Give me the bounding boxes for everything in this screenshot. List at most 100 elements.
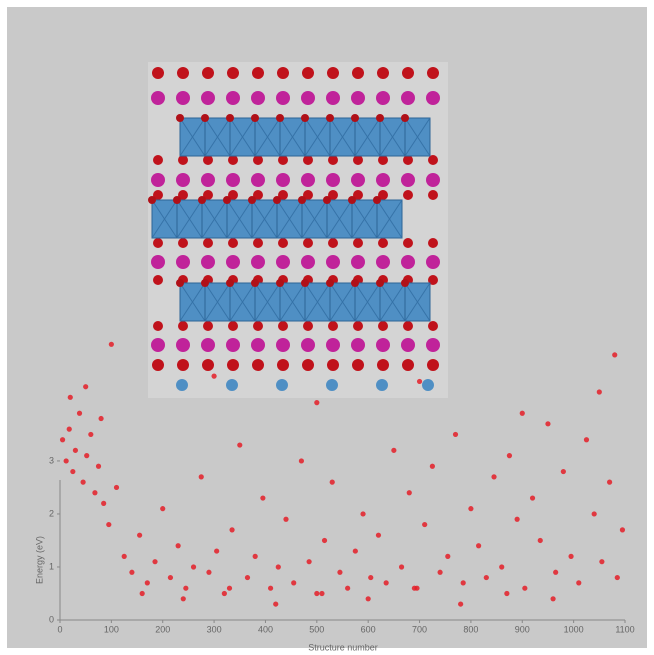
atom (376, 114, 384, 122)
atom (277, 359, 289, 371)
atom (352, 359, 364, 371)
x-tick-label: 800 (463, 624, 478, 634)
octahedron-edge (204, 117, 231, 157)
atom (303, 155, 313, 165)
point (365, 596, 371, 602)
x-axis-label: Structure number (308, 642, 378, 652)
octahedron-edge (329, 117, 356, 157)
atom (351, 114, 359, 122)
x-tick-label: 900 (515, 624, 530, 634)
atom (327, 67, 339, 79)
atom (226, 279, 234, 287)
crystal-structure (148, 62, 448, 398)
point (211, 373, 217, 379)
atom (226, 114, 234, 122)
atom (401, 91, 415, 105)
point (72, 447, 79, 453)
atom (373, 196, 381, 204)
octahedron-edge (279, 282, 306, 322)
atom (228, 190, 238, 200)
atom (401, 114, 409, 122)
atom (403, 238, 413, 248)
y-tick-label: 3 (49, 455, 54, 465)
octahedron-edge (276, 199, 303, 239)
atom (176, 91, 190, 105)
atom (153, 155, 163, 165)
atom (401, 279, 409, 287)
point (59, 437, 66, 443)
atom (248, 196, 256, 204)
atom (176, 255, 190, 269)
atom (251, 173, 265, 187)
octahedron-edge (351, 199, 378, 239)
atom (201, 91, 215, 105)
atom (203, 190, 213, 200)
atom (153, 321, 163, 331)
atom (351, 279, 359, 287)
atom (301, 279, 309, 287)
atom (253, 155, 263, 165)
point (606, 479, 613, 485)
atom (278, 155, 288, 165)
point (283, 516, 289, 522)
point (445, 553, 451, 559)
point (499, 564, 505, 570)
atom (153, 238, 163, 248)
x-tick-label: 200 (155, 624, 170, 634)
octahedron-edge (229, 117, 256, 157)
atom (173, 196, 181, 204)
atom (351, 173, 365, 187)
point (522, 585, 528, 591)
atom (201, 114, 209, 122)
point (553, 569, 559, 575)
point (221, 590, 227, 597)
atom (302, 67, 314, 79)
octahedron-edge (304, 117, 331, 157)
atom (351, 91, 365, 105)
point (76, 410, 83, 416)
atom (376, 91, 390, 105)
x-tick-label: 0 (57, 624, 62, 634)
atom (403, 155, 413, 165)
point (190, 564, 197, 570)
atom (426, 255, 440, 269)
point (398, 564, 405, 570)
point (321, 537, 328, 544)
x-tick-label: 1100 (615, 624, 634, 634)
octahedron-edge (229, 282, 256, 322)
atom (177, 359, 189, 371)
atom (153, 190, 163, 200)
atom (328, 321, 338, 331)
atom (278, 238, 288, 248)
atom (276, 173, 290, 187)
atom (153, 275, 163, 285)
point (206, 569, 212, 575)
atom (352, 67, 364, 79)
atom (151, 91, 165, 105)
point (67, 394, 73, 400)
atom (251, 114, 259, 122)
y-tick-label: 0 (49, 614, 54, 624)
atom (252, 67, 264, 79)
atom (251, 255, 265, 269)
atom (278, 321, 288, 331)
atom (278, 190, 288, 200)
atom (301, 91, 315, 105)
y-tick-label: 2 (49, 508, 54, 518)
atom (151, 173, 165, 187)
atom (377, 67, 389, 79)
octahedron-edge (179, 117, 206, 157)
point (273, 601, 279, 607)
point (614, 574, 620, 581)
atom (201, 173, 215, 187)
atom (378, 238, 388, 248)
point (298, 458, 305, 464)
atom (303, 238, 313, 248)
point (619, 527, 626, 533)
atom (228, 321, 238, 331)
point (491, 474, 497, 480)
x-tick-label: 700 (412, 624, 427, 634)
point (345, 585, 351, 591)
point (391, 447, 397, 453)
point (383, 580, 389, 586)
